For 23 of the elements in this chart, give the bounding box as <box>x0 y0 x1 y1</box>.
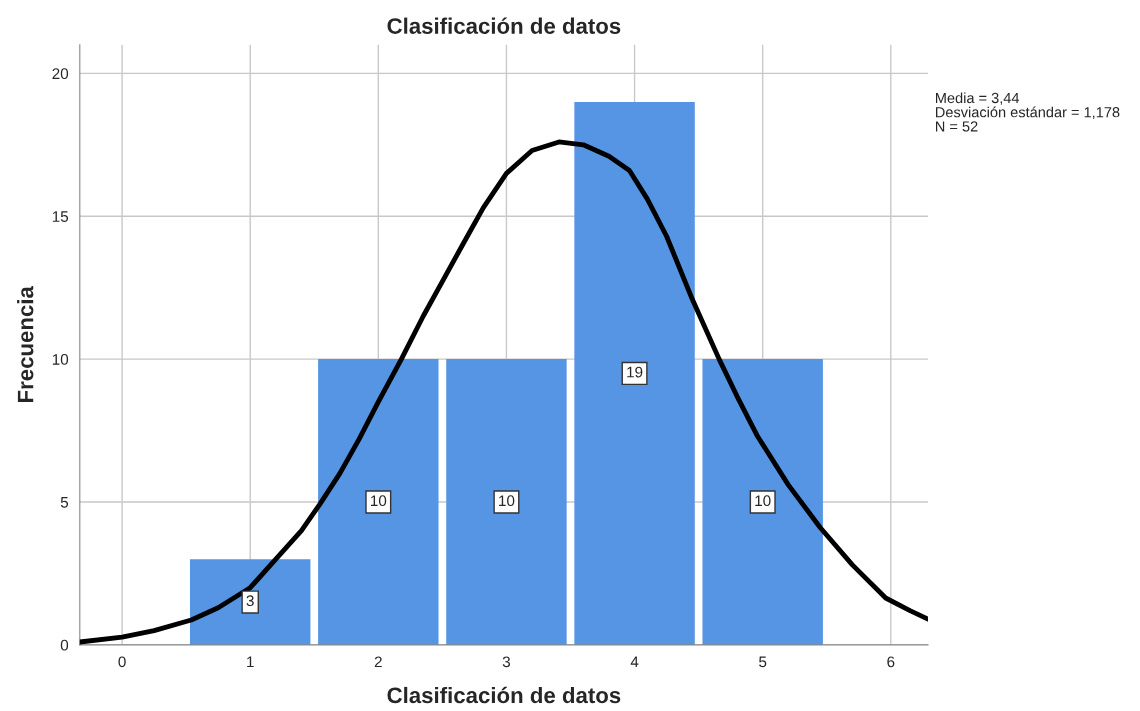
data-label: 3 <box>246 595 254 607</box>
y-tick-label: 10 <box>52 353 69 365</box>
x-tick-label: 0 <box>118 656 126 668</box>
chart-title: Clasificación de datos <box>387 17 621 34</box>
text: Desviación estándar = 1,178 <box>936 106 1120 120</box>
data-label: 10 <box>755 495 771 507</box>
x-tick-label: 4 <box>630 656 639 668</box>
x-axis-title: Clasificación de datos <box>387 686 621 704</box>
x-tick-label: 6 <box>887 656 895 668</box>
y-tick-label: 15 <box>52 211 69 222</box>
x-tick-label: 5 <box>759 656 767 668</box>
data-label: 19 <box>627 366 643 378</box>
data-label: 10 <box>499 495 515 507</box>
data-label: 10 <box>370 495 387 507</box>
x-tick-label: 3 <box>502 656 511 668</box>
y-tick-label: 0 <box>60 639 69 651</box>
y-tick-label: 5 <box>60 497 69 508</box>
text: Media = 3,44 <box>936 92 1020 105</box>
y-tick-label: 20 <box>52 68 69 80</box>
text: N = 52 <box>936 121 978 132</box>
x-tick-label: 2 <box>374 656 382 668</box>
y-axis-title: Frecuencia <box>17 286 34 403</box>
x-tick-label: 1 <box>247 656 254 668</box>
